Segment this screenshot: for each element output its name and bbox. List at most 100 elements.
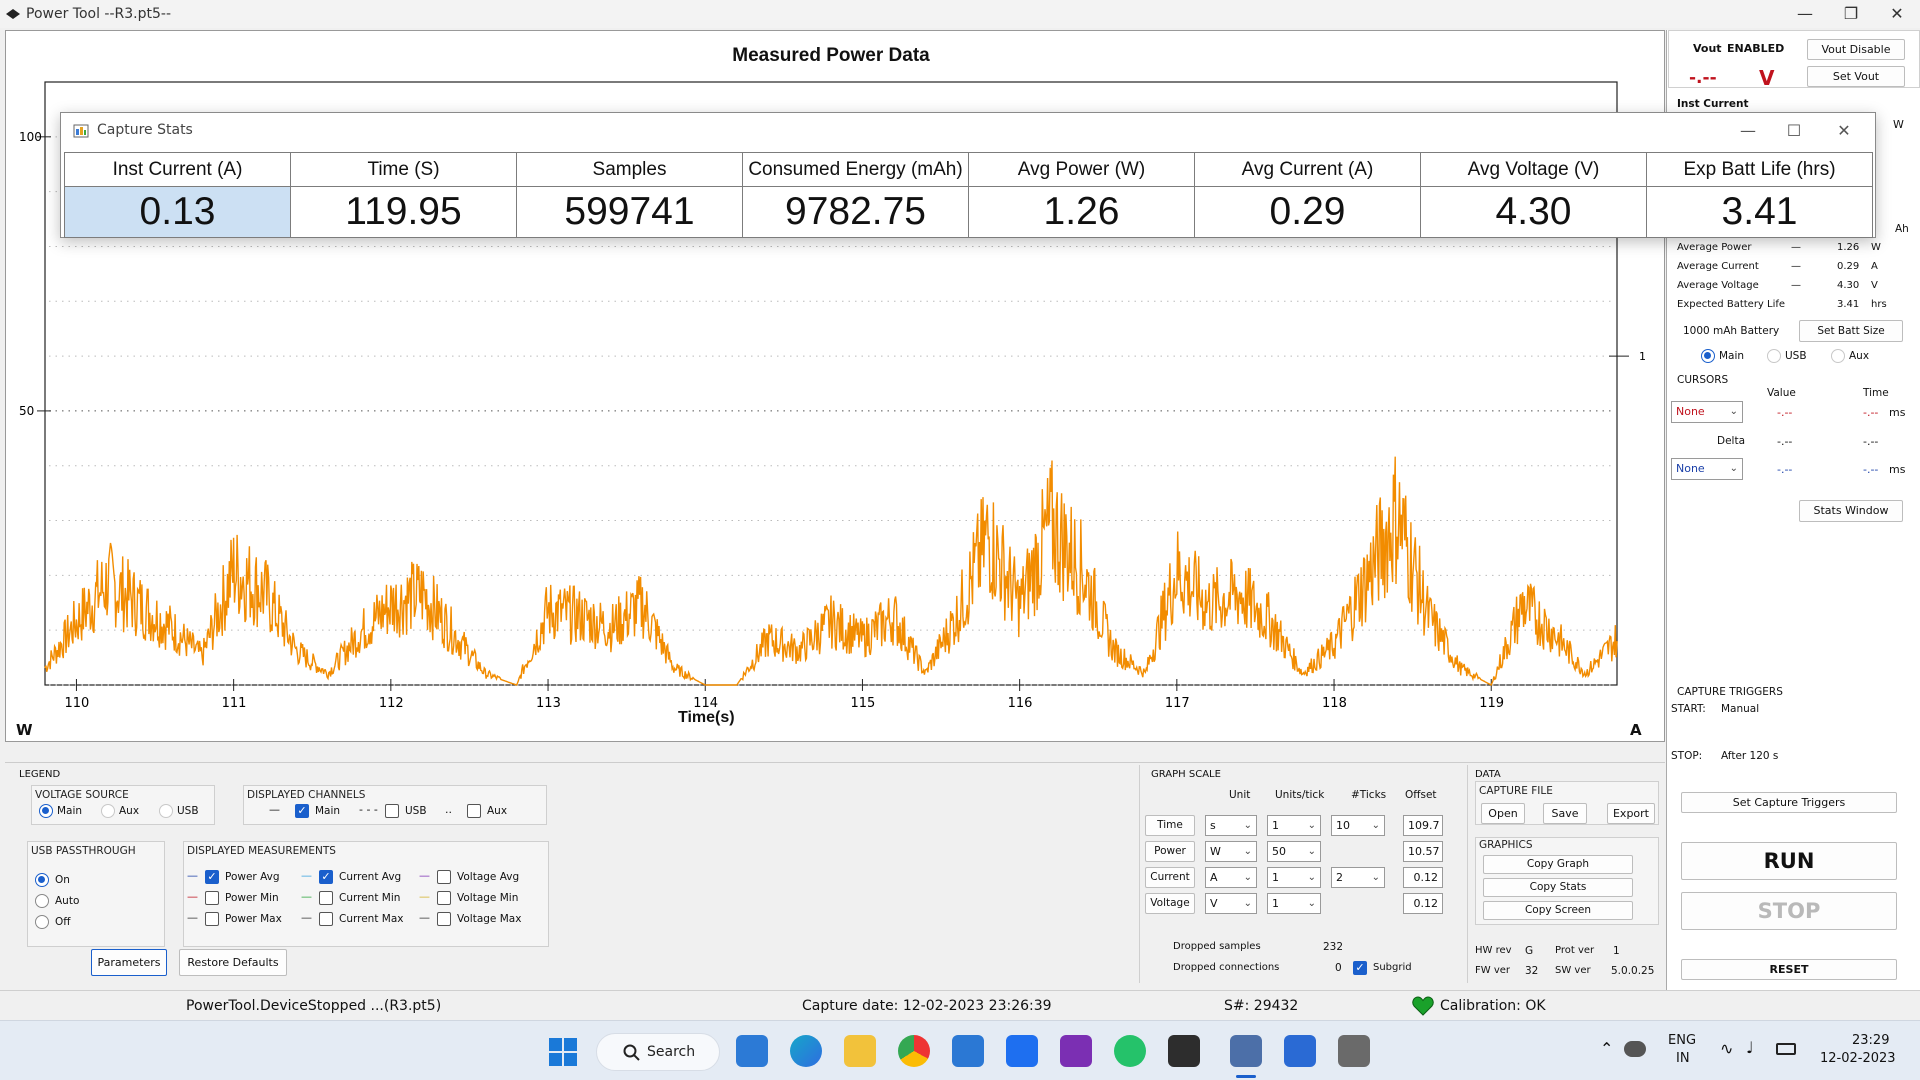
- onenote-icon[interactable]: [1060, 1035, 1092, 1067]
- stats-value-cell[interactable]: 9782.75: [743, 187, 969, 238]
- stat-value: 4.30: [1837, 280, 1859, 291]
- open-button[interactable]: Open: [1481, 803, 1525, 824]
- minimize-button[interactable]: —: [1782, 0, 1828, 28]
- prot-ver-value: 1: [1613, 945, 1620, 957]
- chevron-up-icon[interactable]: ⌃: [1600, 1039, 1613, 1058]
- subgrid-checkbox[interactable]: ✓: [1353, 961, 1367, 975]
- gs-unitstick-select[interactable]: 1 ⌄: [1267, 867, 1321, 888]
- gs-offset-field[interactable]: 0.12: [1403, 867, 1443, 888]
- channel-usb-radio[interactable]: [1767, 349, 1781, 363]
- copy-stats-button[interactable]: Copy Stats: [1483, 878, 1633, 897]
- stat-unit: W: [1871, 242, 1881, 253]
- measurement-checkbox[interactable]: [437, 912, 451, 926]
- taskbar-search[interactable]: Search: [596, 1033, 720, 1071]
- vscode-icon[interactable]: [736, 1035, 768, 1067]
- volume-icon[interactable]: ♩: [1746, 1038, 1754, 1057]
- vout-value: -.--: [1689, 68, 1717, 88]
- vs-aux-radio[interactable]: [101, 804, 115, 818]
- dc-usb-checkbox[interactable]: [385, 804, 399, 818]
- measurement-checkbox[interactable]: [319, 891, 333, 905]
- graph-scale-title: GRAPH SCALE: [1151, 769, 1221, 780]
- gs-offset-field[interactable]: 109.7: [1403, 815, 1443, 836]
- parameters-button[interactable]: Parameters: [91, 949, 167, 976]
- stats-maximize-button[interactable]: ☐: [1771, 117, 1817, 145]
- measurement-checkbox[interactable]: [437, 891, 451, 905]
- measurement-checkbox[interactable]: [437, 870, 451, 884]
- measurement-checkbox[interactable]: ✓: [319, 870, 333, 884]
- measurement-label: Power Avg: [225, 871, 280, 883]
- stop-button[interactable]: STOP: [1681, 892, 1897, 930]
- mail-icon[interactable]: [952, 1035, 984, 1067]
- stats-value-cell[interactable]: 3.41: [1647, 187, 1873, 238]
- vout-disable-button[interactable]: Vout Disable: [1807, 39, 1905, 60]
- stats-value-cell[interactable]: 0.13: [65, 187, 291, 238]
- channel-aux-radio[interactable]: [1831, 349, 1845, 363]
- edge-icon[interactable]: [790, 1035, 822, 1067]
- measurement-checkbox[interactable]: [205, 912, 219, 926]
- terminal-icon[interactable]: [1168, 1035, 1200, 1067]
- copy-screen-button[interactable]: Copy Screen: [1483, 901, 1633, 920]
- weather-icon[interactable]: [1624, 1041, 1646, 1057]
- gs-unitstick-select[interactable]: 1 ⌄: [1267, 893, 1321, 914]
- close-button[interactable]: ✕: [1874, 0, 1920, 28]
- gs-unitstick-select[interactable]: 50 ⌄: [1267, 841, 1321, 862]
- windows-start-icon[interactable]: [548, 1037, 578, 1067]
- measurement-checkbox[interactable]: [205, 891, 219, 905]
- gs-unitstick-select[interactable]: 1 ⌄: [1267, 815, 1321, 836]
- cursor1-select[interactable]: None ⌄: [1671, 401, 1743, 423]
- stats-window-button[interactable]: Stats Window: [1799, 500, 1903, 522]
- gs-offset-field[interactable]: 10.57: [1403, 841, 1443, 862]
- gs-ticks-select[interactable]: 10 ⌄: [1331, 815, 1385, 836]
- clock-time[interactable]: 23:29: [1852, 1033, 1889, 1048]
- gs-ticks-select[interactable]: 2 ⌄: [1331, 867, 1385, 888]
- stats-value-cell[interactable]: 1.26: [969, 187, 1195, 238]
- stats-value-cell[interactable]: 119.95: [291, 187, 517, 238]
- power-tool-icon[interactable]: [1230, 1035, 1262, 1067]
- chrome-icon[interactable]: [898, 1035, 930, 1067]
- wifi-icon[interactable]: ∿: [1720, 1039, 1733, 1058]
- set-vout-button[interactable]: Set Vout: [1807, 66, 1905, 87]
- cursor2-select[interactable]: None ⌄: [1671, 458, 1743, 480]
- dc-aux-checkbox[interactable]: [467, 804, 481, 818]
- gs-offset-field[interactable]: 0.12: [1403, 893, 1443, 914]
- file-explorer-icon[interactable]: [844, 1035, 876, 1067]
- battery-icon[interactable]: [1776, 1043, 1796, 1055]
- gs-unit-select[interactable]: A ⌄: [1205, 867, 1257, 888]
- copy-graph-button[interactable]: Copy Graph: [1483, 855, 1633, 874]
- measurement-checkbox[interactable]: [319, 912, 333, 926]
- usb-auto-radio[interactable]: [35, 894, 49, 908]
- language-code[interactable]: ENG: [1668, 1033, 1696, 1048]
- vs-main-radio[interactable]: [39, 804, 53, 818]
- stats-close-button[interactable]: ✕: [1821, 117, 1867, 145]
- stats-value-cell[interactable]: 0.29: [1195, 187, 1421, 238]
- vs-usb-radio[interactable]: [159, 804, 173, 818]
- usb-off-radio[interactable]: [35, 915, 49, 929]
- set-capture-triggers-button[interactable]: Set Capture Triggers: [1681, 792, 1897, 813]
- notepad-icon[interactable]: [1284, 1035, 1316, 1067]
- save-button[interactable]: Save: [1543, 803, 1587, 824]
- reset-button[interactable]: RESET: [1681, 959, 1897, 980]
- run-button[interactable]: RUN: [1681, 842, 1897, 880]
- graph-title: Measured Power Data: [6, 45, 1656, 67]
- gs-unit-select[interactable]: V ⌄: [1205, 893, 1257, 914]
- cursor1-ms: ms: [1889, 406, 1905, 419]
- set-batt-size-button[interactable]: Set Batt Size: [1799, 320, 1903, 342]
- stats-value-cell[interactable]: 599741: [517, 187, 743, 238]
- export-button[interactable]: Export: [1607, 803, 1655, 824]
- gs-unit-select[interactable]: W ⌄: [1205, 841, 1257, 862]
- channel-main-radio[interactable]: [1701, 349, 1715, 363]
- measurement-checkbox[interactable]: ✓: [205, 870, 219, 884]
- fw-ver-value: 32: [1525, 965, 1538, 977]
- stats-value-cell[interactable]: 4.30: [1421, 187, 1647, 238]
- gs-unit-select[interactable]: s ⌄: [1205, 815, 1257, 836]
- device-app-icon[interactable]: [1338, 1035, 1370, 1067]
- dropbox-icon[interactable]: [1006, 1035, 1038, 1067]
- dc-main-checkbox[interactable]: ✓: [295, 804, 309, 818]
- restore-button[interactable]: ❐: [1828, 0, 1874, 28]
- stat-label: Average Power: [1677, 242, 1751, 253]
- restore-defaults-button[interactable]: Restore Defaults: [179, 949, 287, 976]
- usb-on-radio[interactable]: [35, 873, 49, 887]
- cursors-title: CURSORS: [1677, 374, 1728, 386]
- stats-minimize-button[interactable]: —: [1725, 117, 1771, 145]
- whatsapp-icon[interactable]: [1114, 1035, 1146, 1067]
